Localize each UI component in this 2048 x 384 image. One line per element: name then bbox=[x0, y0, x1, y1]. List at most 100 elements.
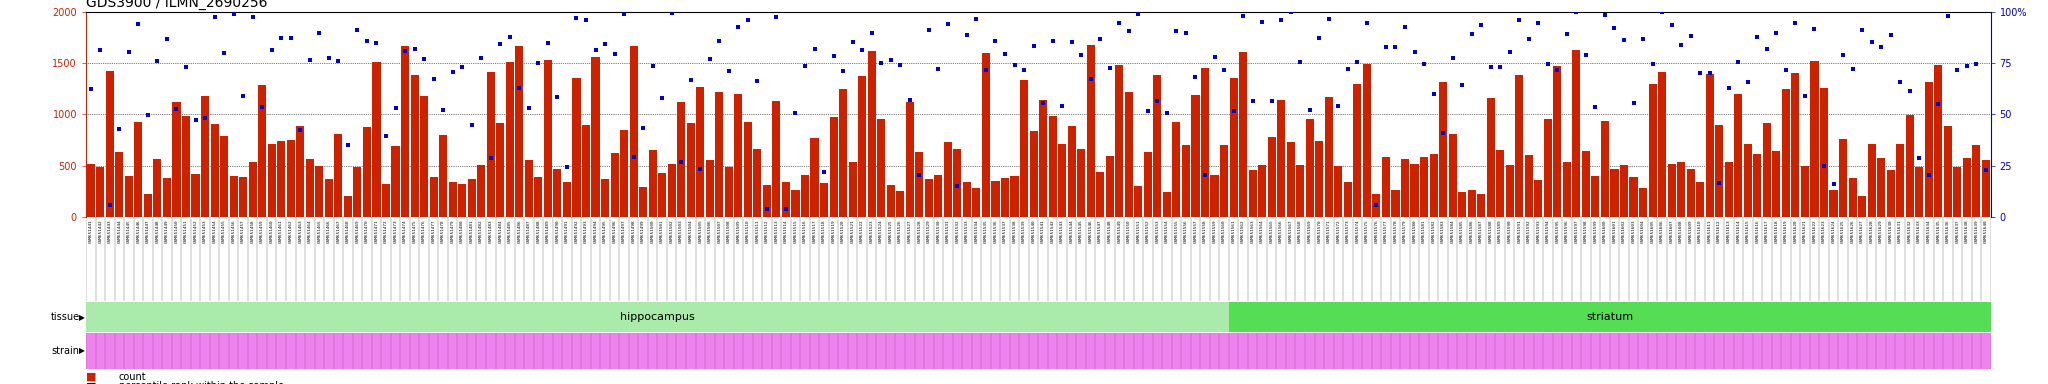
Point bbox=[1731, 78, 1763, 84]
Point bbox=[885, 63, 918, 69]
Text: GSM651489: GSM651489 bbox=[547, 220, 551, 243]
Point bbox=[1464, 22, 1497, 28]
Bar bbox=[1171, 122, 1180, 217]
Text: GSM651582: GSM651582 bbox=[1432, 220, 1436, 243]
Text: GSM651629: GSM651629 bbox=[1880, 220, 1884, 243]
Text: GSM651493: GSM651493 bbox=[584, 220, 588, 243]
Point bbox=[170, 64, 203, 70]
Bar bbox=[487, 72, 496, 217]
Bar bbox=[1563, 162, 1571, 217]
Bar bbox=[1896, 144, 1905, 217]
Bar bbox=[1286, 142, 1294, 217]
Point bbox=[1303, 35, 1335, 41]
Point bbox=[1227, 13, 1260, 19]
Point bbox=[1427, 129, 1460, 136]
Point bbox=[950, 32, 983, 38]
Point bbox=[1589, 12, 1622, 18]
Text: GSM651464: GSM651464 bbox=[307, 220, 311, 243]
Text: GSM651544: GSM651544 bbox=[1069, 220, 1073, 243]
Text: GSM651601: GSM651601 bbox=[1612, 220, 1616, 243]
Point bbox=[1780, 20, 1812, 26]
Text: hippocampus: hippocampus bbox=[621, 312, 694, 322]
Text: GSM651615: GSM651615 bbox=[1745, 220, 1749, 243]
Bar bbox=[1534, 180, 1542, 217]
Bar bbox=[725, 167, 733, 217]
Bar bbox=[952, 149, 961, 217]
Point bbox=[799, 46, 831, 52]
Bar bbox=[1944, 126, 1952, 217]
Bar bbox=[696, 87, 705, 217]
Bar bbox=[926, 179, 934, 217]
Point bbox=[1350, 20, 1382, 26]
Text: GSM651539: GSM651539 bbox=[1022, 220, 1026, 243]
Point bbox=[913, 26, 946, 33]
Bar bbox=[535, 177, 543, 217]
Bar bbox=[467, 179, 475, 217]
Bar bbox=[115, 152, 123, 217]
Bar bbox=[571, 78, 580, 217]
Text: GSM651637: GSM651637 bbox=[1956, 220, 1960, 243]
Point bbox=[483, 41, 516, 48]
Point bbox=[979, 38, 1012, 44]
Bar bbox=[1516, 75, 1524, 217]
Text: GSM651634: GSM651634 bbox=[1927, 220, 1931, 243]
Point bbox=[236, 14, 268, 20]
Text: GSM651494: GSM651494 bbox=[594, 220, 598, 243]
Point bbox=[1618, 100, 1651, 106]
Text: GSM651594: GSM651594 bbox=[1546, 220, 1550, 243]
Bar bbox=[268, 144, 276, 217]
Text: GSM651558: GSM651558 bbox=[1202, 220, 1206, 243]
Text: ▶: ▶ bbox=[80, 313, 86, 322]
Bar bbox=[172, 103, 180, 217]
Text: GSM651586: GSM651586 bbox=[1470, 220, 1475, 243]
Point bbox=[1208, 67, 1241, 73]
Text: GSM651619: GSM651619 bbox=[1784, 220, 1788, 243]
Text: GSM651506: GSM651506 bbox=[709, 220, 713, 243]
Bar bbox=[1315, 141, 1323, 217]
Point bbox=[1026, 99, 1059, 106]
Text: GSM651449: GSM651449 bbox=[166, 220, 170, 243]
Text: GSM651444: GSM651444 bbox=[117, 220, 121, 243]
Bar bbox=[905, 102, 913, 217]
Bar bbox=[354, 167, 362, 217]
Text: GSM651588: GSM651588 bbox=[1489, 220, 1493, 243]
Text: GSM651624: GSM651624 bbox=[1831, 220, 1835, 243]
Bar bbox=[1933, 65, 1942, 217]
Point bbox=[723, 24, 756, 30]
Bar bbox=[1192, 95, 1200, 217]
Bar bbox=[610, 153, 618, 217]
Bar bbox=[1343, 182, 1352, 217]
Text: strain: strain bbox=[51, 346, 80, 356]
Text: GSM651525: GSM651525 bbox=[889, 220, 893, 243]
Text: GSM651473: GSM651473 bbox=[393, 220, 397, 243]
Point bbox=[322, 58, 354, 64]
Text: GSM651620: GSM651620 bbox=[1794, 220, 1798, 243]
Text: GSM651470: GSM651470 bbox=[365, 220, 369, 243]
Text: GSM651628: GSM651628 bbox=[1870, 220, 1874, 243]
Bar bbox=[287, 140, 295, 217]
Point bbox=[1341, 58, 1374, 65]
Text: GSM651527: GSM651527 bbox=[907, 220, 911, 243]
Point bbox=[1417, 91, 1450, 97]
Bar bbox=[848, 162, 856, 217]
Point bbox=[1446, 83, 1479, 89]
Text: GSM651501: GSM651501 bbox=[659, 220, 664, 243]
Point bbox=[256, 47, 289, 53]
Point bbox=[856, 30, 889, 36]
Point bbox=[1561, 9, 1593, 15]
Point bbox=[694, 56, 727, 62]
Bar bbox=[944, 142, 952, 217]
Text: GSM651450: GSM651450 bbox=[174, 220, 178, 243]
Point bbox=[84, 47, 117, 53]
Bar bbox=[707, 161, 715, 217]
Text: GSM651484: GSM651484 bbox=[498, 220, 502, 243]
Text: GSM651505: GSM651505 bbox=[698, 220, 702, 243]
Bar bbox=[1362, 64, 1370, 217]
Point bbox=[408, 56, 440, 62]
Point bbox=[1903, 155, 1935, 161]
Bar bbox=[1573, 50, 1581, 217]
Point bbox=[1532, 61, 1565, 68]
Bar bbox=[1221, 145, 1229, 217]
Bar bbox=[248, 162, 256, 217]
Bar bbox=[1800, 166, 1808, 217]
